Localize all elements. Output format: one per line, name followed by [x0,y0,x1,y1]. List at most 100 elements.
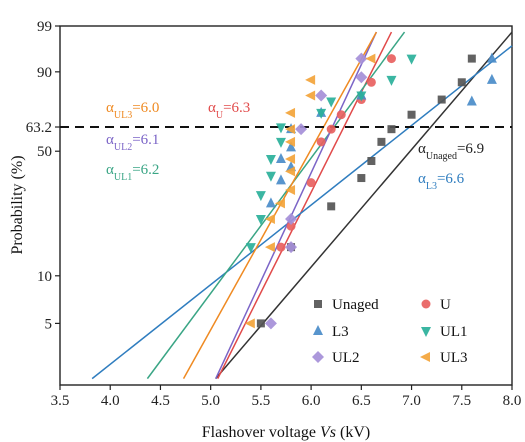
alpha-label-u: αU=6.3 [208,100,250,121]
x-tick-label: 4.5 [151,393,170,409]
fit-line-ul1 [146,31,406,380]
legend-label-ul3: UL3 [440,350,468,366]
data-point-l3 [486,73,497,84]
data-point-l3 [486,52,497,63]
data-point-ul3 [264,242,275,253]
y-tick-label: 99 [37,19,52,35]
x-axis-title-main: Flashover voltage [202,424,320,441]
alpha-label-ul2: αUL2=6.1 [106,132,159,153]
plot-border [59,25,513,386]
fit-line-unaged [215,31,513,380]
x-tick-label: 3.5 [51,393,70,409]
data-point-ul1 [316,108,327,119]
x-axis-ticks: 3.5 4.0 4.5 5.0 5.5 6.0 6.5 7.0 7.5 8.0 [51,385,522,409]
data-point-u [306,178,316,188]
legend-marker-ul1 [421,327,431,337]
legend-label-l3: L3 [332,324,349,340]
data-point-unaged [457,78,466,87]
data-point-ul3 [285,154,296,165]
data-point-unaged [467,54,476,63]
y-tick-label: 63.2 [26,120,52,136]
data-point-unaged [256,319,265,328]
data-point-ul2 [295,123,308,136]
data-point-ul1 [386,75,397,86]
data-point-ul2 [264,317,277,330]
data-point-ul2 [285,213,298,226]
legend-label-u: U [440,297,451,313]
data-point-ul2 [355,52,368,65]
x-tick-label: 5.5 [252,393,271,409]
data-point-ul1 [326,97,337,108]
data-point-ul1 [406,54,417,65]
data-point-u [386,54,396,64]
legend-marker-l3 [313,325,323,335]
x-tick-label: 4.0 [101,393,120,409]
data-point-unaged [357,174,366,183]
data-point-ul3 [285,184,296,195]
data-point-ul3 [285,166,296,177]
x-tick-label: 5.0 [201,393,220,409]
data-point-u [316,137,326,147]
x-tick-label: 6.5 [352,393,371,409]
data-point-l3 [275,174,286,185]
data-point-unaged [387,125,396,134]
plot-frame [59,25,513,386]
data-point-ul1 [245,243,256,254]
data-point-u [326,124,336,134]
data-point-ul3 [274,198,285,209]
legend-marker-u [421,299,431,309]
legend-label-ul2: UL2 [332,350,360,366]
data-point-l3 [275,153,286,164]
data-point-ul3 [285,107,296,118]
data-point-ul1 [265,171,276,182]
data-point-unaged [327,202,336,211]
data-point-l3 [286,141,297,152]
data-point-ul1 [255,191,266,202]
x-axis-title-unit: (kV) [336,424,370,441]
legend-label-ul1: UL1 [440,324,468,340]
legend-marker-ul2 [312,351,324,363]
data-point-ul1 [255,215,266,226]
y-axis-title: Probability (%) [9,155,26,254]
data-point-unaged [437,95,446,104]
y-tick-label: 90 [37,65,52,81]
legend-label-unaged: Unaged [332,297,379,313]
alpha-label-unaged: αUnaged=6.9 [418,141,484,162]
data-point-ul3 [264,214,275,225]
alpha-annotations: αUL3=6.0 αU=6.3 αUL2=6.1 αUL1=6.2 αUnaged=6.… [106,100,484,192]
data-point-unaged [367,157,376,166]
alpha-label-l3: αL3=6.6 [418,171,465,192]
data-point-ul3 [244,318,255,329]
data-point-ul2 [315,89,328,102]
data-point-l3 [265,197,276,208]
data-point-ul1 [356,91,367,102]
alpha-label-ul3: αUL3=6.0 [106,100,159,121]
data-point-ul1 [275,123,286,134]
x-axis-title: Flashover voltage Vs (kV) [202,424,370,441]
x-tick-label: 7.5 [452,393,471,409]
data-point-ul1 [265,155,276,166]
x-tick-label: 7.0 [402,393,421,409]
data-point-ul1 [275,137,286,148]
data-point-u [366,77,376,87]
x-axis-title-symbol: Vs [320,424,336,441]
data-point-u [336,110,346,120]
data-points [244,52,497,330]
fit-line-ul2 [215,31,378,379]
data-point-u [286,221,296,231]
data-point-u [276,242,286,252]
x-tick-label: 8.0 [503,393,522,409]
y-tick-label: 10 [37,269,52,285]
data-point-ul3 [305,74,316,85]
legend-marker-ul3 [420,352,430,362]
x-tick-label: 6.0 [302,393,321,409]
y-axis-ticks: 5 10 50 63.2 90 99 [26,19,60,332]
y-tick-label: 5 [45,316,53,332]
data-point-ul2 [355,71,368,84]
legend-marker-unaged [314,300,322,308]
alpha-label-ul1: αUL1=6.2 [106,162,159,183]
data-point-ul3 [285,136,296,147]
data-point-unaged [407,110,416,119]
